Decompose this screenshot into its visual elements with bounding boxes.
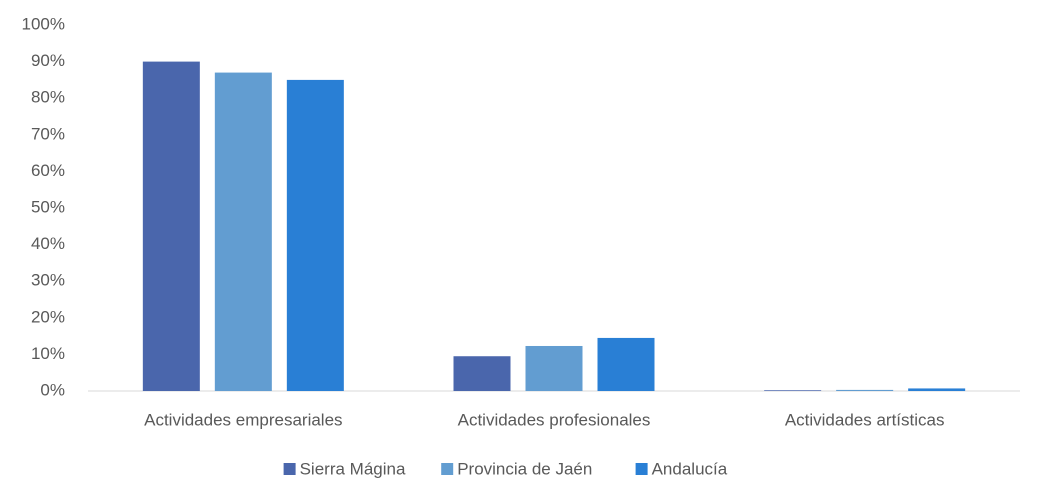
y-tick-label: 90% [31,51,65,70]
bar [286,79,344,392]
bar [214,72,272,391]
legend-label: Provincia de Jaén [457,459,592,478]
y-tick-label: 10% [31,344,65,363]
legend-swatch [441,463,454,475]
x-tick-label: Actividades profesionales [458,410,651,429]
x-tick-label: Actividades empresariales [144,410,342,429]
bar [142,61,200,391]
legend-swatch [635,463,648,475]
bar [525,345,583,391]
y-tick-label: 100% [22,14,65,33]
y-tick-label: 30% [31,271,65,290]
bar [764,390,822,391]
bar [908,388,966,391]
bar [836,389,894,391]
bar [453,356,511,391]
legend-label: Sierra Mágina [300,459,406,478]
y-tick-label: 70% [31,124,65,143]
x-tick-label: Actividades artísticas [785,410,945,429]
y-tick-label: 20% [31,307,65,326]
bar [597,337,655,391]
legend-swatch [283,463,296,475]
y-tick-label: 60% [31,161,65,180]
y-tick-label: 80% [31,88,65,107]
y-tick-label: 50% [31,197,65,216]
y-tick-label: 0% [40,380,65,399]
legend-label: Andalucía [652,459,728,478]
y-tick-label: 40% [31,234,65,253]
